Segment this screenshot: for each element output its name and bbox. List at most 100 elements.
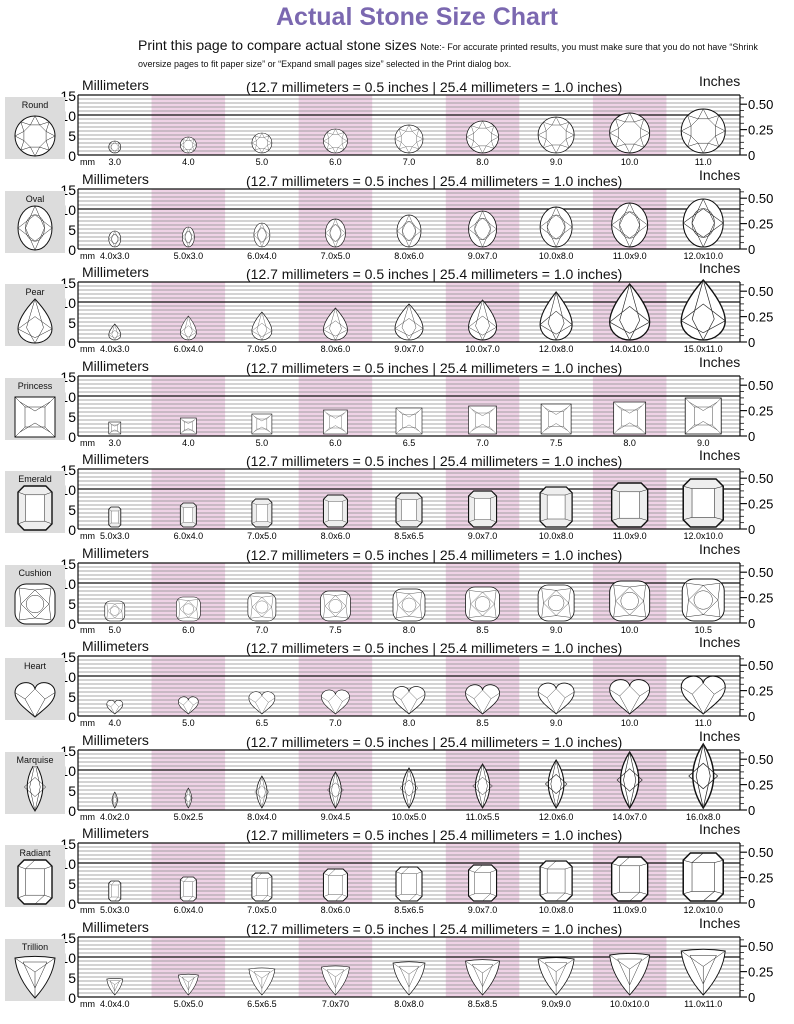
mm-tick-label: 5: [68, 128, 76, 144]
mm-tick-label: 0: [68, 709, 76, 725]
mm-tick-label: 5: [68, 689, 76, 705]
stone-emerald: [467, 490, 498, 528]
size-label: 10.0x10.0: [610, 999, 650, 1009]
stone-icon-box: Emerald: [5, 471, 65, 533]
inch-tick-label: 0: [748, 429, 755, 444]
stone-row-oval: 15 10 5 0 0.50 0.25 0 mm 4.0x3.0 5.0x3.0 6.0x4.0 7.…: [0, 167, 794, 264]
mm-unit: mm: [80, 999, 95, 1009]
stone-name: Round: [21, 100, 49, 110]
size-label: 4.0x3.0: [100, 251, 130, 261]
size-label: 8.0: [403, 718, 416, 728]
size-label: 6.5: [256, 718, 269, 728]
stone-name: Oval: [25, 193, 45, 204]
stone-cushion: [176, 596, 201, 621]
stone-name: Princess: [17, 380, 53, 391]
stone-princess: [613, 401, 647, 434]
stone-emerald: [395, 492, 423, 528]
size-label: 5.0: [109, 625, 122, 635]
stone-trillion: [537, 956, 575, 996]
mm-tick-label: 0: [68, 242, 76, 258]
conversion-note: (12.7 millimeters = 0.5 inches | 25.4 mi…: [246, 172, 623, 189]
stone-round: [180, 136, 197, 154]
size-label: 8.5: [476, 718, 489, 728]
mm-tick-label: 5: [68, 222, 76, 238]
conversion-note: (12.7 millimeters = 0.5 inches | 25.4 mi…: [246, 453, 623, 469]
stone-trillion: [248, 967, 276, 995]
size-label: 9.0: [697, 438, 710, 448]
size-label: 4.0: [182, 157, 195, 167]
stone-row-heart: 15 10 5 0 0.50 0.25 0 mm 4.0 5.0 6.5 7.0 8.0 8.5 9.0 10…: [0, 634, 794, 731]
size-label: 6.0: [329, 157, 342, 167]
stone-oval: [253, 222, 271, 247]
stone-name: Emerald: [18, 474, 52, 484]
stone-row-radiant: 15 10 5 0 0.50 0.25 0 mm 5.0x3.0 6.0x4.0 7.0x5.0 8.…: [0, 821, 794, 918]
inch-tick-label: 0.50: [748, 939, 773, 954]
stone-row-pear: 15 10 5 0 0.50 0.25 0 mm 4.0x3.0 6.0x4.0 7.0x5.0 8.…: [0, 260, 794, 357]
conversion-note: (12.7 millimeters = 0.5 inches | 25.4 mi…: [246, 79, 623, 95]
stone-row-round: 15 10 5 0 0.50 0.25 0 mm 3.0 4.0 5.0 6.0 7.0 8.0 9.0 10…: [0, 73, 794, 170]
size-label: 8.0x4.0: [247, 812, 277, 822]
stone-icon-box: Cushion: [5, 564, 65, 627]
stone-heart: [392, 686, 426, 715]
size-label: 8.5x6.5: [394, 531, 424, 541]
size-label: 7.0x5.0: [321, 251, 351, 261]
stone-pear: [468, 299, 498, 341]
stone-name: Marquise: [16, 754, 54, 765]
stone-round: [609, 112, 651, 154]
stone-round: [108, 140, 122, 154]
mm-tick-label: 0: [68, 990, 76, 1006]
stone-heart: [248, 691, 276, 715]
conversion-note: (12.7 millimeters = 0.5 inches | 25.4 mi…: [246, 359, 623, 376]
size-label: 11.0: [695, 718, 712, 728]
inch-tick-label: 0.50: [748, 471, 773, 486]
stone-cushion: [320, 590, 351, 621]
size-label: 6.0: [329, 438, 342, 448]
stone-marquise: [544, 758, 568, 809]
size-label: 7.5: [550, 438, 563, 448]
stone-princess: [684, 397, 722, 434]
size-label: 5.0x3.0: [174, 251, 204, 261]
stone-round: [394, 124, 424, 154]
conversion-note: (12.7 millimeters = 0.5 inches | 25.4 mi…: [246, 920, 623, 937]
stone-name: Radiant: [19, 848, 51, 858]
inch-tick-label: 0.25: [748, 310, 773, 325]
trillion-icon: [14, 955, 56, 999]
size-label: 6.0x4.0: [174, 344, 204, 354]
stone-princess: [540, 403, 572, 434]
stone-pear: [180, 315, 197, 341]
stone-heart: [106, 700, 124, 715]
stone-icon-box: Marquise: [5, 751, 65, 814]
size-label: 10.0x7.0: [465, 344, 500, 354]
size-label: 6.5x6.5: [247, 999, 277, 1009]
stone-heart: [537, 682, 575, 715]
stone-emerald: [251, 498, 273, 528]
size-label: 9.0x7.0: [468, 531, 498, 541]
size-label: 6.0x4.0: [247, 251, 277, 261]
size-label: 7.0x5.0: [247, 531, 277, 541]
stone-emerald: [682, 478, 724, 528]
stone-icon-box: Heart: [5, 658, 65, 720]
millimeters-label: Millimeters: [82, 638, 149, 654]
mm-tick-label: 5: [68, 783, 76, 799]
stone-cushion: [537, 584, 575, 621]
mm-unit: mm: [80, 344, 95, 354]
size-label: 10.0: [621, 718, 639, 728]
inch-tick-label: 0.25: [748, 777, 773, 792]
mm-unit: mm: [80, 531, 95, 541]
stone-trillion: [392, 960, 426, 996]
mm-unit: mm: [80, 438, 95, 448]
stone-emerald: [179, 502, 197, 528]
size-label: 5.0: [182, 718, 195, 728]
stone-princess: [251, 413, 273, 434]
size-label: 3.0: [109, 157, 122, 167]
size-label: 14.0x10.0: [610, 344, 650, 354]
size-label: 3.0: [109, 438, 122, 448]
inch-tick-label: 0: [748, 896, 755, 911]
instructions: Print this page to compare actual stone …: [138, 38, 788, 72]
size-label: 9.0x9.0: [541, 999, 571, 1009]
size-label: 9.0x7.0: [468, 905, 498, 915]
millimeters-label: Millimeters: [82, 544, 149, 561]
size-label: 8.0: [403, 625, 416, 635]
